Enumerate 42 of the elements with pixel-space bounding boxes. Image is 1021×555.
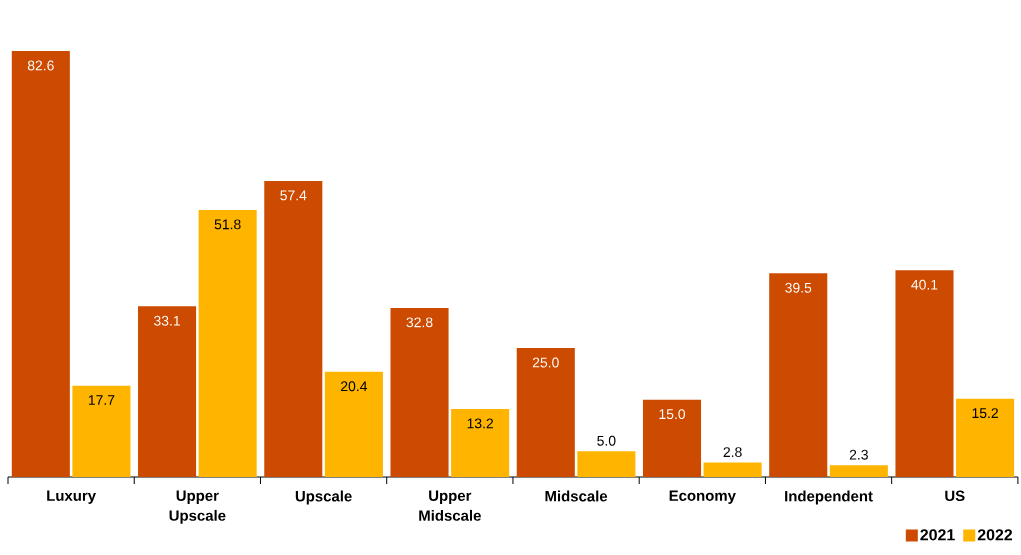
bar (390, 307, 449, 477)
data-label: 82.6 (27, 60, 54, 71)
data-label: 51.8 (214, 219, 241, 230)
bar (516, 348, 575, 477)
data-label: 40.1 (911, 279, 938, 290)
bar (577, 451, 636, 477)
bar (324, 371, 383, 477)
bar (956, 398, 1015, 477)
bar (264, 181, 323, 477)
bar (829, 465, 888, 477)
x-tick-label: US (945, 490, 965, 502)
x-tick-label: Midscale (545, 490, 608, 502)
x-tick-label: Economy (669, 490, 736, 504)
data-label: 13.2 (467, 418, 493, 429)
x-tick-label: Upper Upscale (169, 490, 226, 524)
x-tick-label: Luxury (47, 490, 96, 504)
x-tick-label: Upscale (295, 490, 352, 505)
data-label: 5.0 (597, 435, 616, 446)
bar (72, 385, 131, 477)
bar (895, 270, 954, 477)
data-label: 25.0 (532, 357, 559, 368)
bar (769, 273, 828, 477)
data-label: 33.1 (154, 315, 180, 326)
bar (138, 306, 197, 477)
data-label: 2.3 (849, 449, 868, 460)
legend-label: 2021 (920, 529, 955, 541)
bar (198, 209, 257, 477)
bar (703, 462, 762, 477)
data-label: 20.4 (341, 381, 368, 392)
legend-label: 2022 (977, 529, 1013, 541)
data-label: 32.8 (406, 317, 433, 328)
data-label: 15.2 (972, 408, 998, 419)
bar (451, 408, 510, 477)
data-label: 39.5 (785, 282, 812, 293)
x-tick-label: Independent (785, 490, 873, 505)
bar (642, 399, 702, 477)
data-label: 15.0 (659, 409, 686, 420)
x-tick-label: Upper Midscale (419, 490, 481, 521)
bar (11, 51, 70, 477)
data-label: 17.7 (88, 395, 115, 405)
data-label: 57.4 (280, 190, 307, 201)
data-label: 2.8 (723, 447, 742, 458)
